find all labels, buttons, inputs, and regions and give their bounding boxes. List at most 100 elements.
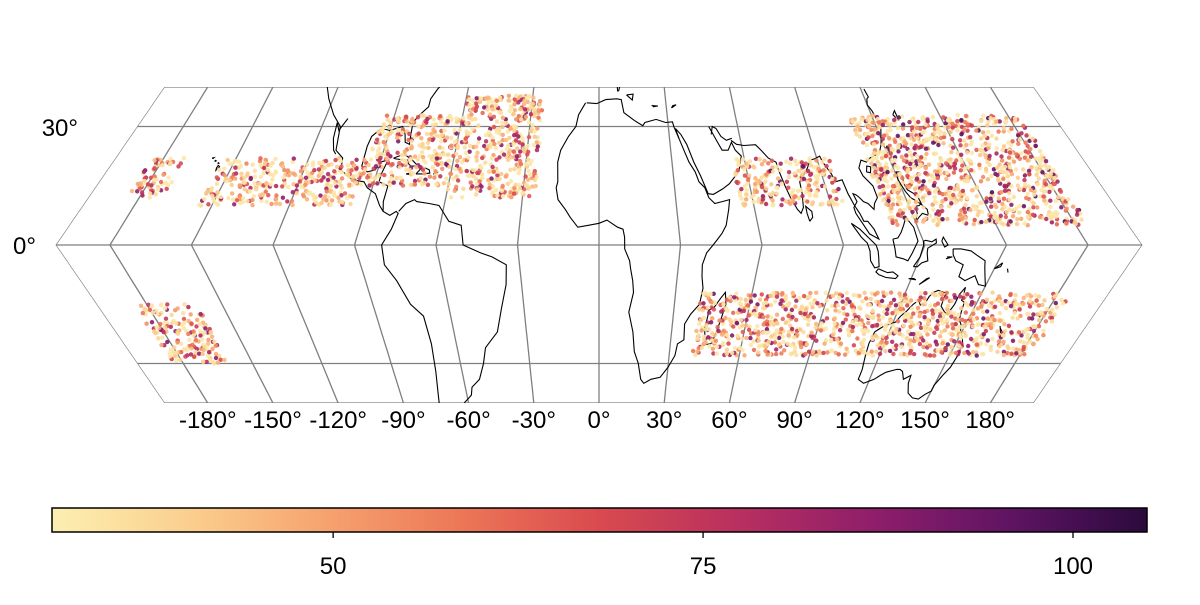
data-point bbox=[148, 191, 153, 196]
data-point bbox=[899, 344, 904, 349]
data-point bbox=[980, 309, 986, 314]
data-point bbox=[339, 193, 344, 198]
data-point bbox=[945, 311, 950, 316]
data-point bbox=[915, 337, 920, 343]
data-point bbox=[759, 184, 765, 190]
data-point bbox=[366, 162, 371, 168]
data-point bbox=[404, 114, 409, 119]
data-point bbox=[1021, 347, 1026, 352]
data-point bbox=[733, 171, 738, 177]
data-point bbox=[995, 172, 1000, 178]
data-point bbox=[964, 150, 970, 155]
data-point bbox=[1036, 303, 1042, 308]
data-point bbox=[940, 192, 945, 197]
data-point bbox=[725, 308, 730, 313]
data-point bbox=[861, 331, 867, 337]
data-point bbox=[443, 161, 449, 167]
data-point bbox=[948, 185, 954, 191]
data-point bbox=[893, 218, 899, 224]
data-point bbox=[370, 146, 375, 152]
data-point bbox=[332, 169, 337, 174]
data-point bbox=[798, 327, 803, 332]
data-point bbox=[788, 161, 793, 166]
data-point bbox=[268, 172, 273, 177]
data-point bbox=[1042, 298, 1047, 303]
data-point bbox=[237, 194, 242, 199]
data-point bbox=[200, 337, 205, 342]
data-point bbox=[168, 160, 173, 166]
data-point bbox=[143, 307, 148, 313]
data-point bbox=[990, 336, 995, 342]
data-point bbox=[1054, 305, 1060, 310]
data-point bbox=[138, 303, 144, 308]
data-point bbox=[930, 202, 935, 207]
coastline-segment bbox=[217, 162, 220, 165]
data-point bbox=[1013, 292, 1018, 298]
data-point bbox=[447, 164, 452, 170]
data-point bbox=[1037, 161, 1043, 166]
data-point bbox=[520, 190, 525, 195]
data-point bbox=[996, 298, 1002, 304]
data-point bbox=[821, 168, 826, 173]
data-point bbox=[969, 139, 974, 144]
data-point bbox=[1019, 131, 1024, 136]
data-point bbox=[990, 290, 995, 295]
data-point bbox=[711, 291, 716, 296]
data-point bbox=[373, 164, 379, 169]
data-point bbox=[213, 355, 219, 361]
data-point bbox=[210, 346, 215, 352]
data-point bbox=[965, 292, 970, 297]
data-point bbox=[1021, 167, 1026, 172]
data-point bbox=[883, 349, 888, 354]
data-point bbox=[947, 189, 952, 194]
data-point bbox=[197, 351, 202, 356]
data-point bbox=[726, 341, 731, 346]
data-point bbox=[273, 201, 279, 206]
data-point bbox=[985, 338, 990, 343]
data-point bbox=[933, 151, 939, 156]
coastline-segment bbox=[945, 256, 953, 260]
data-point bbox=[779, 202, 784, 208]
data-point bbox=[813, 325, 818, 330]
lon-label: 60° bbox=[711, 407, 747, 434]
data-point bbox=[850, 324, 856, 330]
data-point bbox=[266, 193, 271, 198]
data-point bbox=[734, 320, 739, 326]
data-point bbox=[969, 168, 974, 173]
data-point bbox=[232, 176, 238, 181]
data-point bbox=[752, 185, 758, 190]
data-point bbox=[347, 182, 352, 187]
data-point bbox=[951, 170, 957, 175]
data-point bbox=[739, 186, 744, 192]
data-point bbox=[912, 145, 917, 151]
data-point bbox=[906, 329, 911, 334]
data-point bbox=[862, 327, 868, 333]
data-point bbox=[299, 184, 304, 189]
data-point bbox=[1002, 322, 1007, 327]
data-point bbox=[770, 321, 775, 326]
data-point bbox=[391, 180, 396, 185]
data-point bbox=[1025, 214, 1031, 220]
data-point bbox=[786, 174, 792, 180]
data-point bbox=[988, 322, 994, 327]
data-point bbox=[477, 179, 482, 184]
data-point bbox=[961, 295, 966, 301]
data-point bbox=[938, 129, 943, 134]
data-point bbox=[857, 293, 862, 299]
data-point bbox=[1047, 189, 1052, 194]
data-point bbox=[252, 168, 258, 173]
data-point bbox=[871, 141, 877, 147]
data-point bbox=[512, 186, 517, 191]
data-point bbox=[439, 139, 444, 144]
data-point bbox=[994, 136, 999, 141]
data-point bbox=[959, 158, 964, 163]
data-point bbox=[188, 312, 193, 317]
data-point bbox=[721, 341, 726, 346]
data-point bbox=[1030, 136, 1035, 141]
data-point bbox=[455, 145, 460, 150]
data-point bbox=[799, 304, 805, 309]
data-point bbox=[778, 167, 783, 173]
colorbar: 50 75 100 bbox=[51, 507, 1148, 580]
data-point bbox=[851, 343, 857, 348]
data-point bbox=[1010, 346, 1016, 351]
